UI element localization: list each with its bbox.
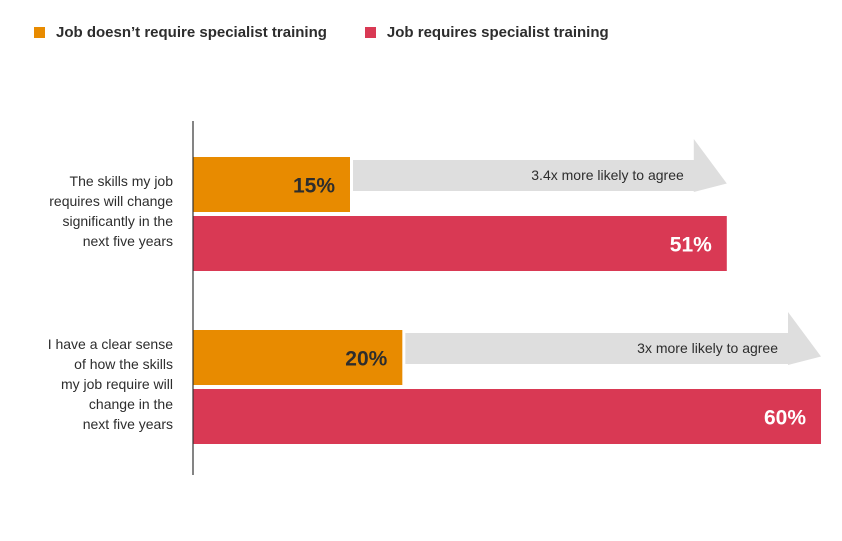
category-label-line: significantly in the	[62, 213, 173, 229]
category-label-line: requires will change	[49, 193, 173, 209]
bar-specialist-training	[193, 389, 821, 444]
legend-label: Job doesn’t require specialist training	[56, 24, 327, 41]
data-label-no-training: 20%	[345, 348, 387, 371]
comparison-arrow	[353, 139, 727, 192]
legend-label: Job requires specialist training	[386, 24, 609, 41]
category-label-line: I have a clear sense	[47, 336, 173, 352]
category-label-line: change in the	[88, 396, 173, 412]
comparison-annotation: 3x more likely to agree	[637, 340, 778, 356]
category-label: The skills my job requires will change sig…	[13, 171, 173, 251]
comparison-annotation: 3.4x more likely to agree	[531, 167, 684, 183]
category-label-line: my job require will	[60, 376, 173, 392]
comparison-arrow	[405, 312, 821, 365]
category-label-line: next five years	[82, 233, 173, 249]
bar-no-training	[193, 330, 403, 385]
legend-swatch-red	[364, 27, 376, 38]
data-label-specialist-training: 60%	[764, 407, 806, 430]
category-label-line: next five years	[82, 416, 173, 432]
data-label-no-training: 15%	[293, 175, 335, 198]
legend-item-no-training: Job doesn’t require specialist training	[34, 24, 327, 41]
category-label-line: of how the skills	[74, 356, 173, 372]
legend-item-specialist-training: Job requires specialist training	[364, 24, 609, 41]
category-label-line: The skills my job	[69, 173, 173, 189]
legend: Job doesn’t require specialist training …	[34, 24, 609, 41]
legend-swatch-orange	[34, 27, 45, 38]
category-label: I have a clear sense of how the skills my …	[13, 334, 173, 434]
data-label-specialist-training: 51%	[670, 234, 712, 257]
bar-specialist-training	[193, 216, 727, 271]
bar-no-training	[193, 157, 350, 212]
